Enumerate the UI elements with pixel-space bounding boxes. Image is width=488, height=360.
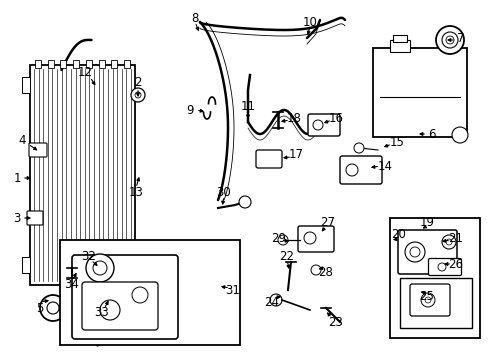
Text: 32: 32 <box>81 249 96 262</box>
Circle shape <box>269 294 282 306</box>
Bar <box>86 60 92 68</box>
Text: 31: 31 <box>225 284 240 297</box>
Circle shape <box>424 297 430 303</box>
Text: 30: 30 <box>216 185 231 198</box>
Text: 23: 23 <box>328 315 343 328</box>
FancyBboxPatch shape <box>27 211 43 225</box>
Bar <box>111 60 117 68</box>
Circle shape <box>310 265 320 275</box>
Circle shape <box>451 127 467 143</box>
Text: 4: 4 <box>18 134 26 147</box>
Text: 3: 3 <box>13 211 20 225</box>
Text: 12: 12 <box>77 67 92 80</box>
Bar <box>22 77 30 93</box>
Text: 21: 21 <box>447 231 463 244</box>
Bar <box>399 278 471 328</box>
Bar <box>389 40 409 52</box>
Circle shape <box>409 247 419 257</box>
Text: 22: 22 <box>279 249 294 262</box>
Bar <box>35 60 41 68</box>
Text: 20: 20 <box>391 229 406 242</box>
FancyBboxPatch shape <box>427 258 461 275</box>
Bar <box>48 60 54 68</box>
FancyBboxPatch shape <box>72 255 178 339</box>
Circle shape <box>40 295 66 321</box>
Bar <box>22 257 30 273</box>
Text: 6: 6 <box>427 127 435 140</box>
Text: 11: 11 <box>240 100 255 113</box>
Circle shape <box>135 92 141 98</box>
Bar <box>124 60 130 68</box>
Text: 17: 17 <box>288 148 303 162</box>
Circle shape <box>437 263 445 271</box>
Text: 34: 34 <box>64 279 79 292</box>
Bar <box>60 240 240 345</box>
FancyBboxPatch shape <box>372 48 466 137</box>
FancyBboxPatch shape <box>339 156 381 184</box>
Circle shape <box>404 242 424 262</box>
Text: 14: 14 <box>377 159 392 172</box>
Circle shape <box>441 235 455 249</box>
Text: 29: 29 <box>271 231 286 244</box>
Circle shape <box>441 32 457 48</box>
FancyBboxPatch shape <box>256 150 282 168</box>
Text: 24: 24 <box>264 296 279 309</box>
Bar <box>389 218 479 338</box>
Text: 8: 8 <box>191 12 198 24</box>
Text: 27: 27 <box>320 216 335 229</box>
Text: 1: 1 <box>13 171 20 184</box>
Circle shape <box>132 287 148 303</box>
Bar <box>30 65 135 285</box>
Circle shape <box>93 261 107 275</box>
Text: 9: 9 <box>186 104 193 117</box>
Text: 26: 26 <box>447 257 463 270</box>
Text: 18: 18 <box>286 112 301 125</box>
Circle shape <box>346 164 357 176</box>
Text: 7: 7 <box>456 31 464 45</box>
Text: 25: 25 <box>419 291 433 303</box>
Bar <box>99 60 104 68</box>
Circle shape <box>47 302 59 314</box>
Circle shape <box>239 196 250 208</box>
FancyBboxPatch shape <box>409 284 449 316</box>
Text: 2: 2 <box>134 77 142 90</box>
Bar <box>392 35 406 42</box>
Circle shape <box>445 36 453 44</box>
Circle shape <box>435 26 463 54</box>
Circle shape <box>131 88 145 102</box>
FancyBboxPatch shape <box>297 226 333 252</box>
Text: 13: 13 <box>128 186 143 199</box>
FancyBboxPatch shape <box>82 282 158 330</box>
Circle shape <box>100 300 120 320</box>
Circle shape <box>445 239 451 245</box>
Circle shape <box>420 293 434 307</box>
FancyBboxPatch shape <box>307 114 339 136</box>
Text: 33: 33 <box>95 306 109 320</box>
Circle shape <box>312 120 323 130</box>
Bar <box>61 60 66 68</box>
Circle shape <box>278 235 287 245</box>
FancyBboxPatch shape <box>29 143 47 157</box>
FancyBboxPatch shape <box>397 230 456 274</box>
Circle shape <box>353 143 363 153</box>
Text: 15: 15 <box>389 135 404 148</box>
Text: 10: 10 <box>302 15 317 28</box>
Circle shape <box>304 232 315 244</box>
Circle shape <box>86 254 114 282</box>
Text: 5: 5 <box>36 302 43 315</box>
Text: 28: 28 <box>318 266 333 279</box>
Text: 16: 16 <box>328 112 343 125</box>
Bar <box>73 60 79 68</box>
Text: 19: 19 <box>419 216 434 229</box>
